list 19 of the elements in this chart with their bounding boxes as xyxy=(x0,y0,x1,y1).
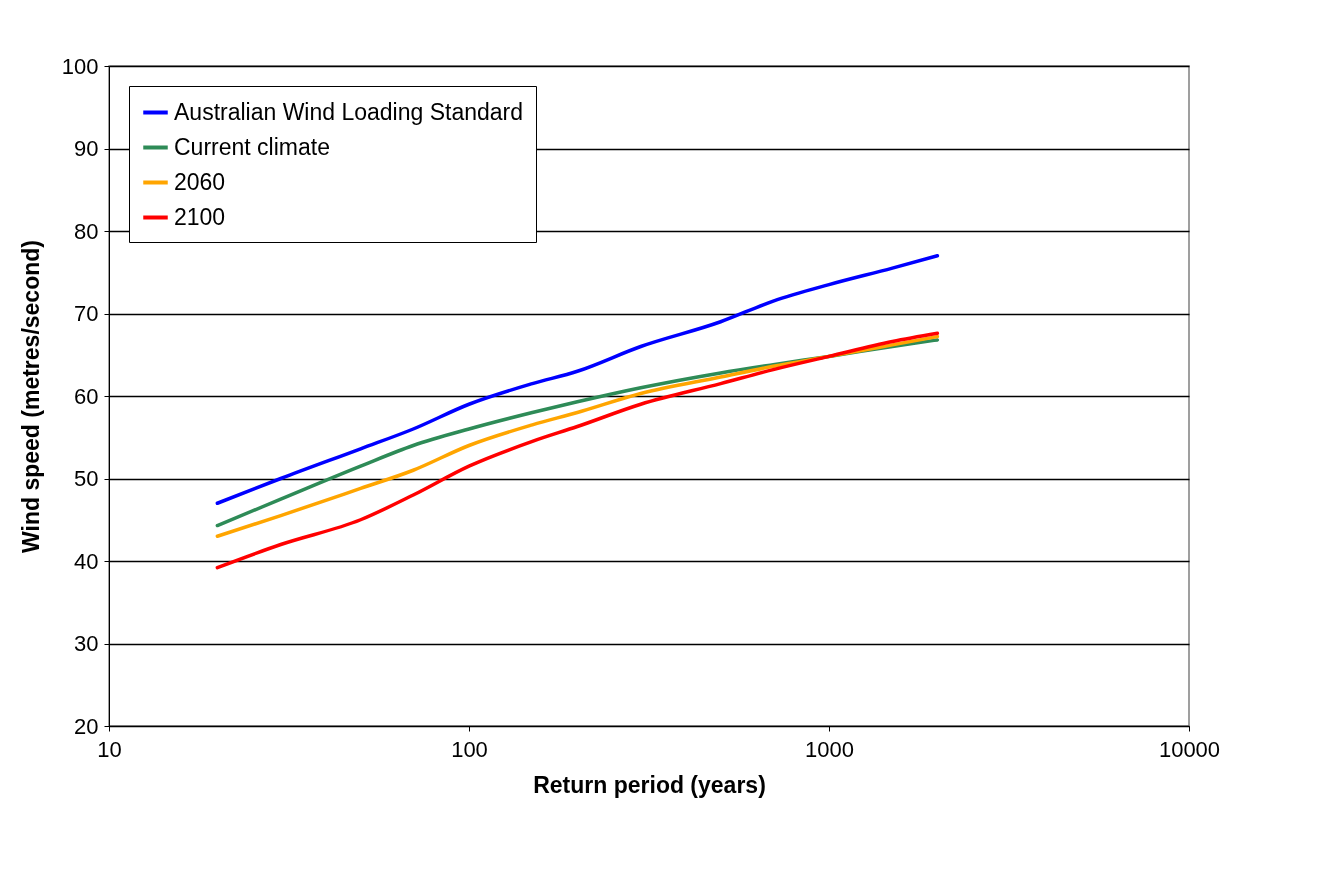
y-axis-title: Wind speed (metres/second) xyxy=(17,240,44,553)
x-tick-label: 10000 xyxy=(1158,736,1221,762)
x-tick-label: 1000 xyxy=(805,736,854,762)
y-tick-label: 90 xyxy=(74,136,99,161)
y-tick-label: 20 xyxy=(74,713,99,739)
y-tick-label: 70 xyxy=(74,301,99,326)
x-tick-label: 100 xyxy=(451,736,488,762)
y-tick-label: 50 xyxy=(74,466,99,491)
x-tick-label: 10 xyxy=(97,736,122,762)
legend-label: Australian Wind Loading Standard xyxy=(174,98,524,125)
y-tick-label: 80 xyxy=(74,218,99,244)
legend-label: 2100 xyxy=(174,203,226,230)
y-tick-label: 100 xyxy=(61,53,99,79)
x-axis-title: Return period (years) xyxy=(533,771,766,798)
legend-label: 2060 xyxy=(174,168,226,195)
legend-label: Current climate xyxy=(174,133,330,160)
y-tick-label: 30 xyxy=(74,631,99,656)
y-tick-label: 60 xyxy=(74,383,99,409)
y-tick-label: 40 xyxy=(74,548,99,574)
